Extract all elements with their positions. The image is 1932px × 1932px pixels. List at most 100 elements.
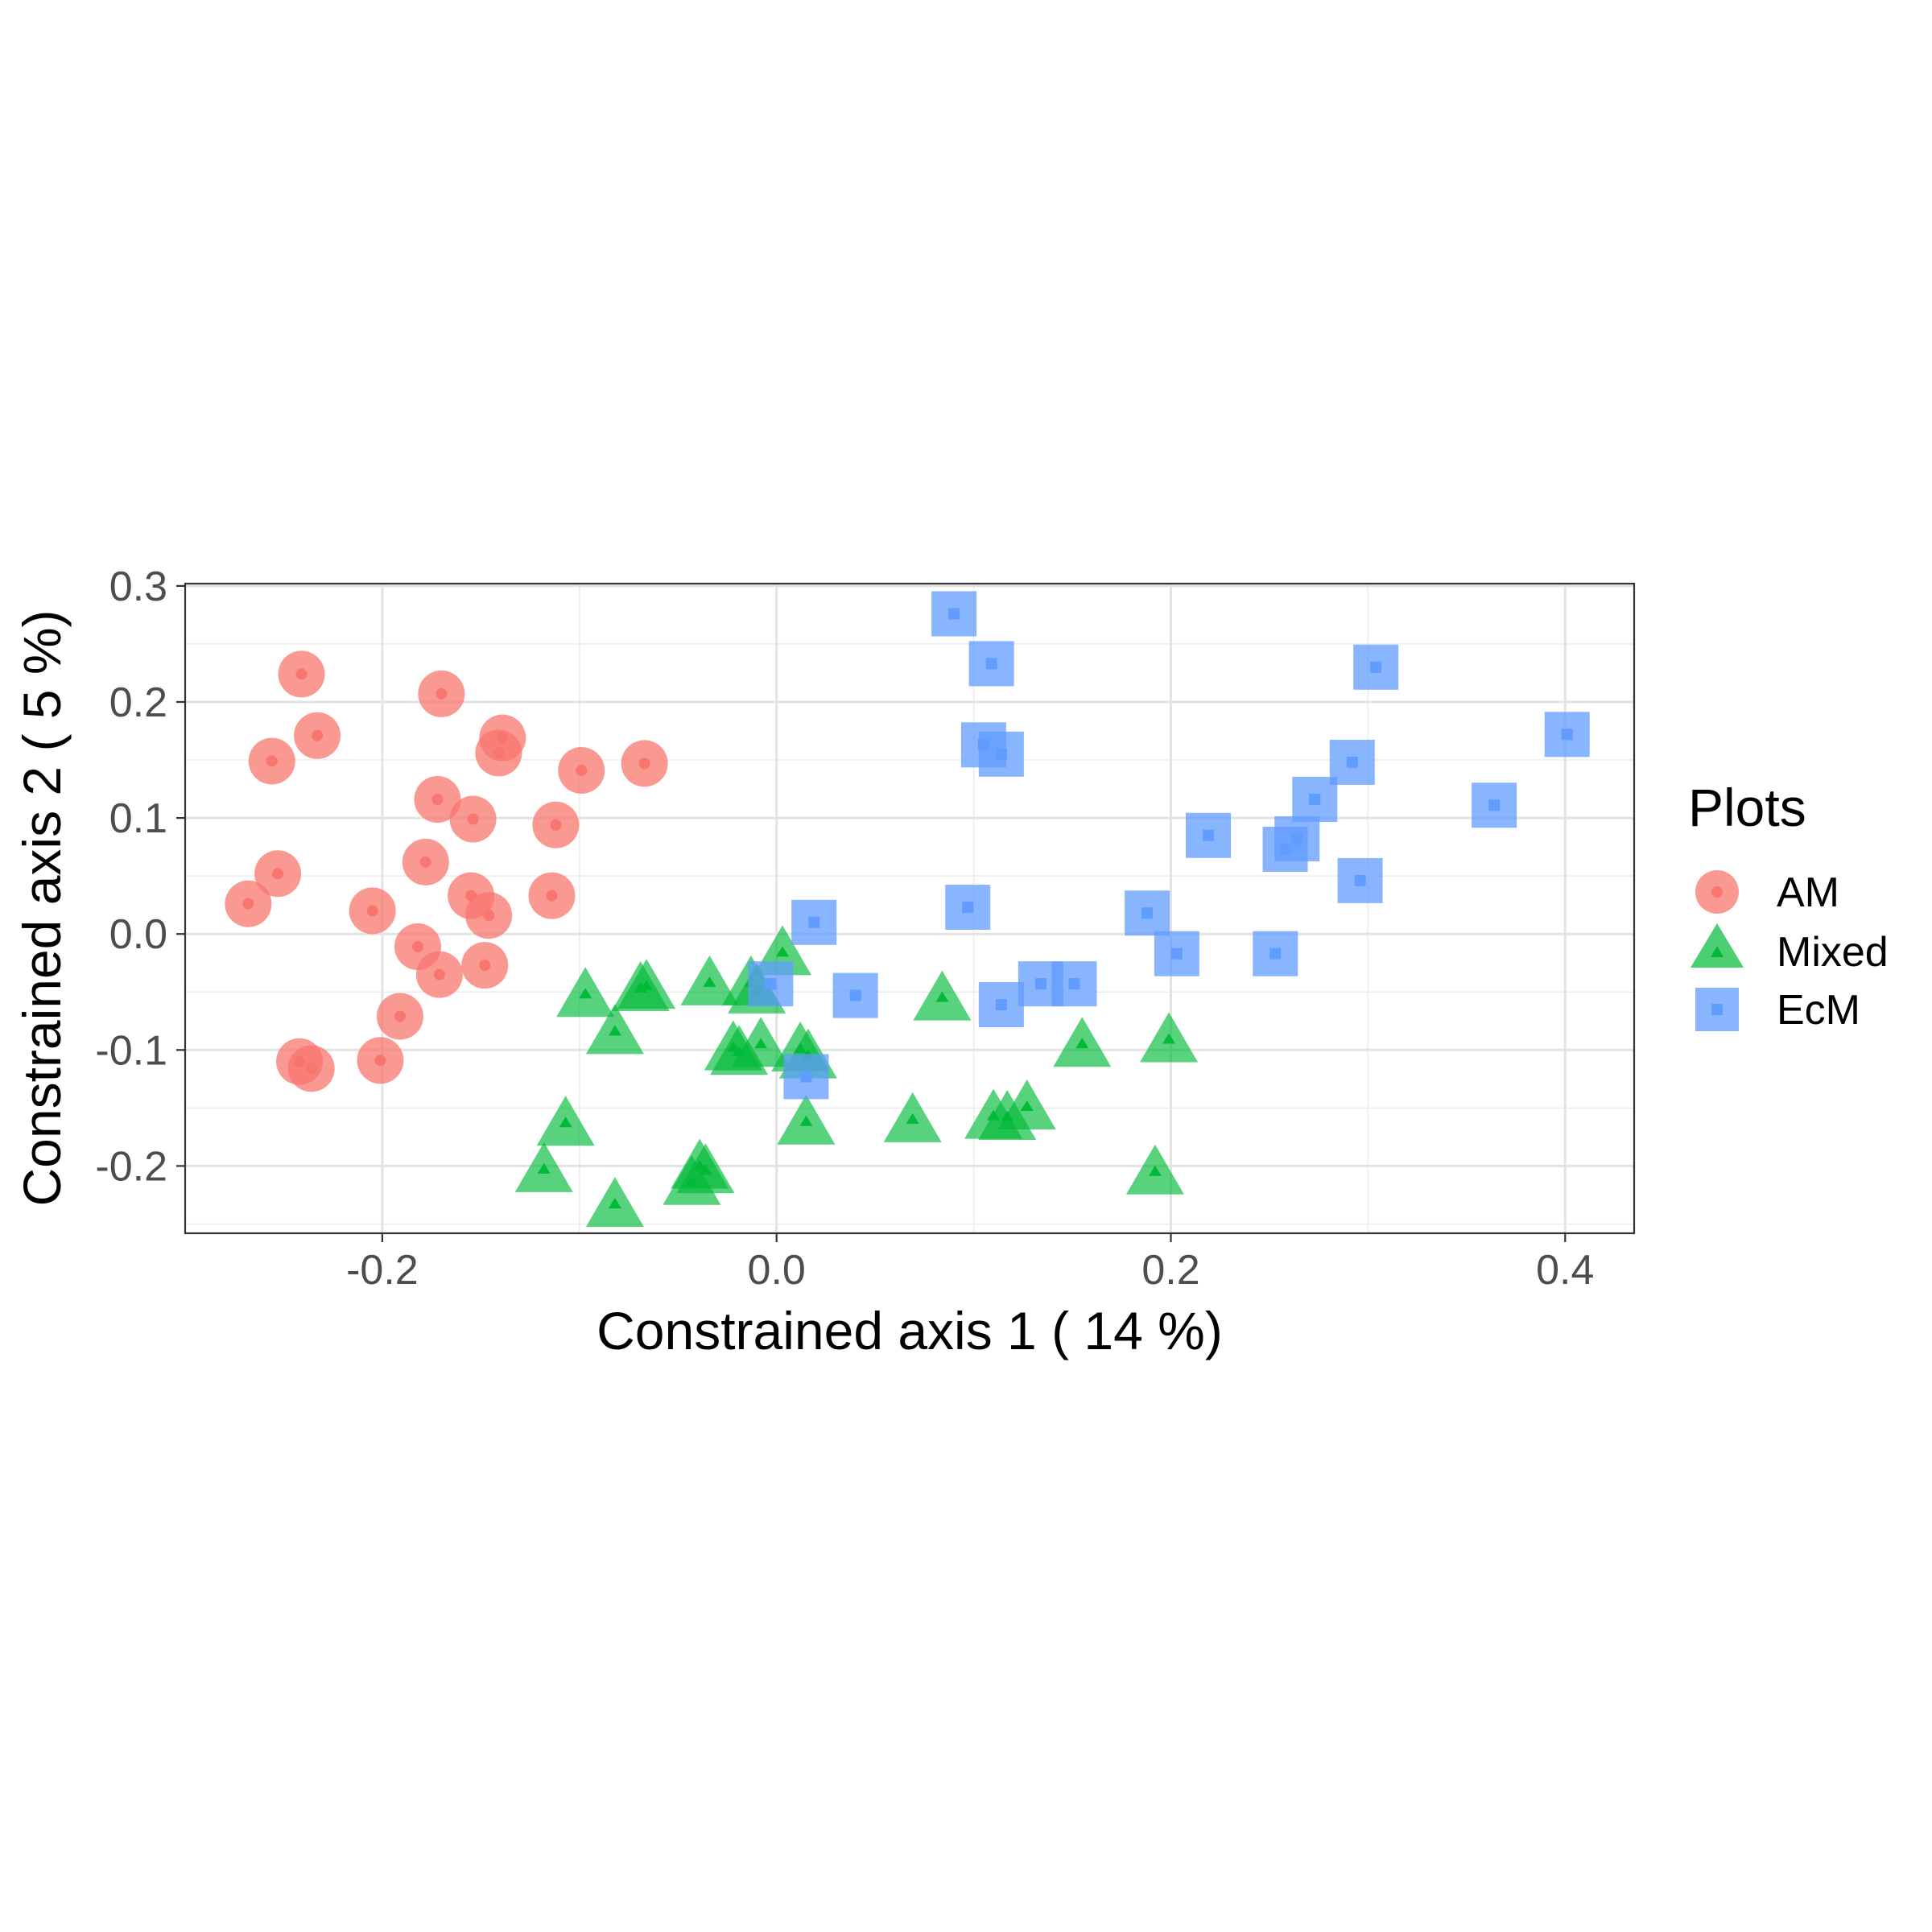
point-center [1068,978,1080,990]
point-center [1075,1038,1089,1049]
point-mixed [777,1094,836,1145]
point-center [808,916,820,928]
data-points [225,591,1590,1228]
point-center [765,978,777,990]
point-center [1370,661,1382,673]
point-center [1162,1033,1176,1044]
x-axis: -0.2 0.0 0.2 0.4 [346,1233,1594,1294]
point-am [376,993,423,1040]
y-tick-label: -0.2 [95,1143,167,1190]
y-axis: -0.2 -0.1 0.0 0.1 0.2 0.3 [95,564,185,1190]
point-am [414,776,461,824]
point-center [699,1164,712,1175]
point-ecm [968,641,1014,687]
x-axis-title: Constrained axis 1 ( 14 %) [597,1301,1223,1360]
point-am [225,880,272,927]
point-mixed [710,1025,769,1075]
point-ecm [1051,961,1097,1007]
point-am [278,650,325,698]
point-center [800,1071,812,1083]
point-center [985,658,997,670]
point-ecm [1472,782,1517,828]
point-ecm [1292,777,1338,823]
point-center [436,687,448,700]
point-am [558,747,605,795]
point-center [483,910,495,922]
point-am [254,850,302,898]
point-ecm [832,972,878,1018]
point-center [394,1010,406,1022]
legend-title: Plots [1688,778,1806,837]
point-am [294,712,341,759]
point-ecm [1337,857,1383,903]
point-center [1561,729,1573,741]
point-center [467,813,479,825]
point-center [995,999,1007,1011]
point-center [1269,947,1282,960]
point-ecm [1125,890,1170,936]
point-center [295,668,308,680]
point-center [733,1046,746,1057]
point-mixed [1125,1144,1184,1195]
point-center [754,1038,768,1049]
point-mixed [585,1177,644,1228]
y-tick-label: -0.1 [95,1027,167,1074]
y-tick-label: 0.3 [109,564,167,610]
point-am [449,795,497,843]
point-am [402,838,449,886]
point-center [608,1025,621,1036]
point-ecm [978,731,1024,777]
point-center [579,988,592,999]
point-center [1309,794,1321,806]
point-mixed [680,955,739,1005]
point-center [1141,907,1154,919]
point-mixed [913,970,972,1021]
point-center [419,856,431,868]
point-center [799,1115,813,1126]
point-center [1488,799,1501,811]
point-center [1001,1111,1014,1122]
point-center [1354,874,1366,886]
series-am [225,650,668,1092]
point-ecm [978,982,1024,1028]
panel-border [184,582,1636,1235]
x-tick-label: 0.2 [1141,1247,1199,1294]
point-am [532,801,580,848]
y-tick-label: 0.1 [109,795,167,842]
point-mixed [1053,1017,1112,1067]
legend: Plots AM Mixed EcM [1688,778,1889,1034]
series-ecm [748,591,1590,1100]
point-mixed [1140,1012,1199,1063]
y-tick-label: 0.2 [109,679,167,726]
x-tick-label: 0.4 [1536,1247,1594,1294]
x-tick-label: -0.2 [346,1247,419,1294]
point-center [433,968,445,980]
point-am [461,942,509,989]
point-ecm [931,591,977,637]
point-am [287,1045,335,1092]
point-center [1020,1100,1034,1112]
point-am [415,951,463,998]
point-center [576,765,588,777]
point-am [418,670,465,717]
point-center [559,1117,572,1128]
point-ecm [1353,644,1399,690]
point-center [1279,844,1291,856]
legend-key-mixed: Mixed [1690,923,1889,976]
legend-am-marker-center [1711,886,1723,898]
point-ecm [1154,931,1199,976]
point-center [995,748,1007,760]
point-center [685,1175,699,1187]
point-center [776,946,790,957]
point-mixed [663,1154,721,1205]
point-center [374,1055,386,1067]
point-center [479,960,491,972]
legend-am-label: AM [1777,869,1839,916]
point-center [305,1063,317,1075]
point-ecm [1262,827,1308,873]
point-ecm [945,885,991,931]
point-center [608,1198,621,1209]
point-center [366,905,378,917]
legend-mixed-label: Mixed [1777,929,1889,976]
point-ecm [791,899,837,945]
